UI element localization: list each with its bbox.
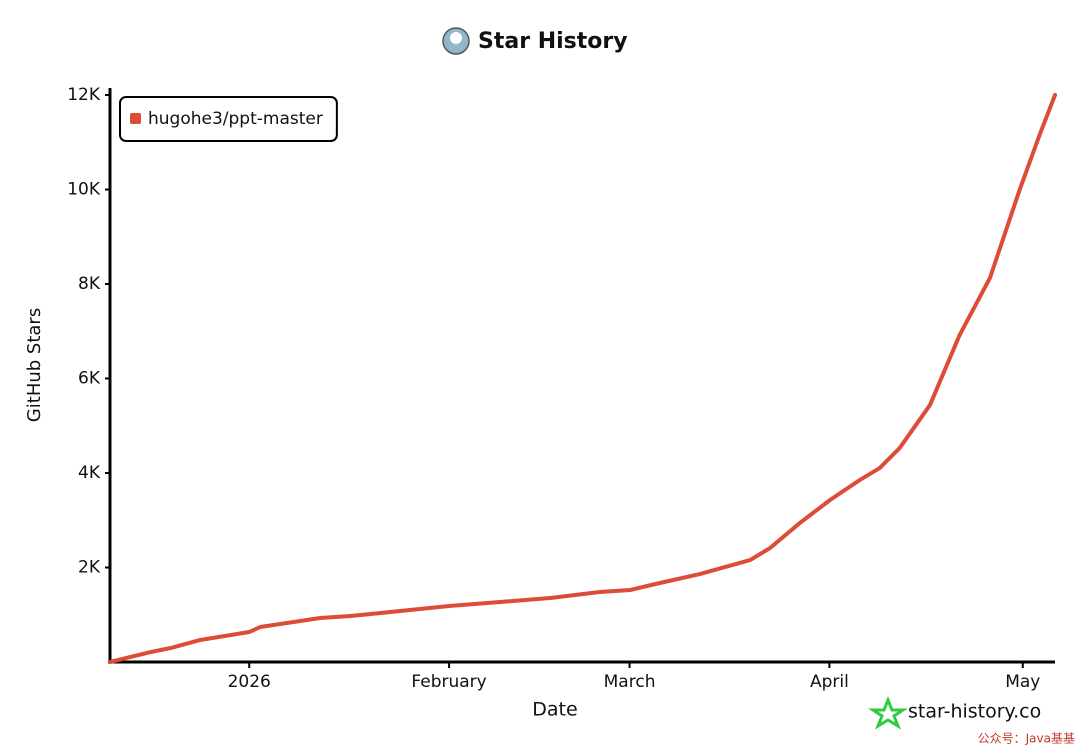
y-tick-label: 2K: [78, 558, 101, 578]
x-axis-label: Date: [532, 699, 577, 721]
watermark: star-history.co: [908, 701, 1041, 723]
legend-box: [119, 96, 338, 142]
y-tick-label: 12K: [67, 85, 101, 105]
x-tick-label: March: [604, 672, 656, 692]
logo-detail: [450, 32, 462, 44]
legend-swatch: [130, 113, 141, 124]
watermark-icon: [868, 695, 908, 730]
line: [108, 93, 1057, 664]
y-axis-label: GitHub Stars: [24, 308, 45, 422]
y-tick-label: 8K: [78, 274, 101, 294]
x-tick-label: February: [411, 672, 486, 692]
x-tick-label: May: [1005, 672, 1040, 692]
x-tick-label: April: [810, 672, 849, 692]
y-tick-label: 6K: [78, 369, 101, 389]
legend-label: hugohe3/ppt-master: [148, 109, 323, 129]
chart-title: Star History: [478, 29, 628, 54]
y-tick-label: 4K: [78, 463, 101, 483]
y-tick-label: 10K: [67, 180, 101, 200]
x-tick-label: 2026: [228, 672, 271, 692]
footer: 公众号：Java基基: [978, 732, 1075, 746]
